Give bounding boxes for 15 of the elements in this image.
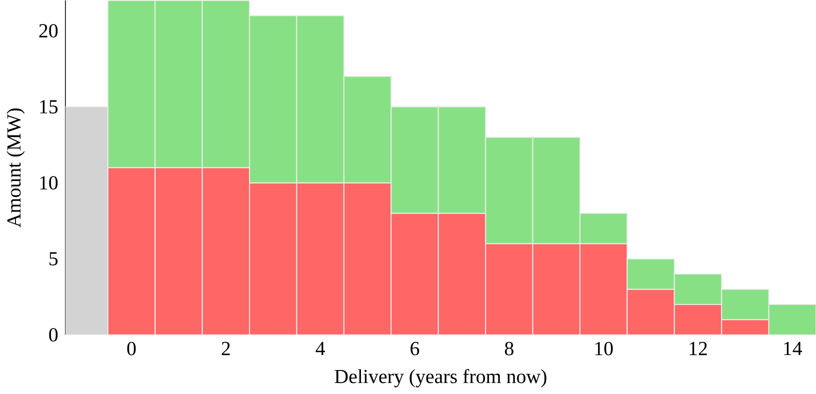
x-tick-label: 10 [595,342,613,356]
y-tick-label: 0 [49,328,58,342]
x-tick-label: 14 [784,342,802,356]
y-tick-label: 5 [50,252,58,266]
y-tick-label: 10 [40,176,58,190]
y-tick-label: 20 [39,24,58,38]
x-tick-label: 4 [316,342,325,356]
x-axis-title: Delivery (years from now) [334,369,546,388]
x-tick-label: 2 [222,342,230,356]
x-tick-label: 12 [690,342,707,356]
y-axis-title: Amount (MW) [6,108,25,228]
x-tick-label: 8 [504,342,514,356]
x-tick-label: 0 [127,342,136,356]
x-tick-label: 6 [410,342,420,356]
y-tick-label: 15 [40,100,58,114]
